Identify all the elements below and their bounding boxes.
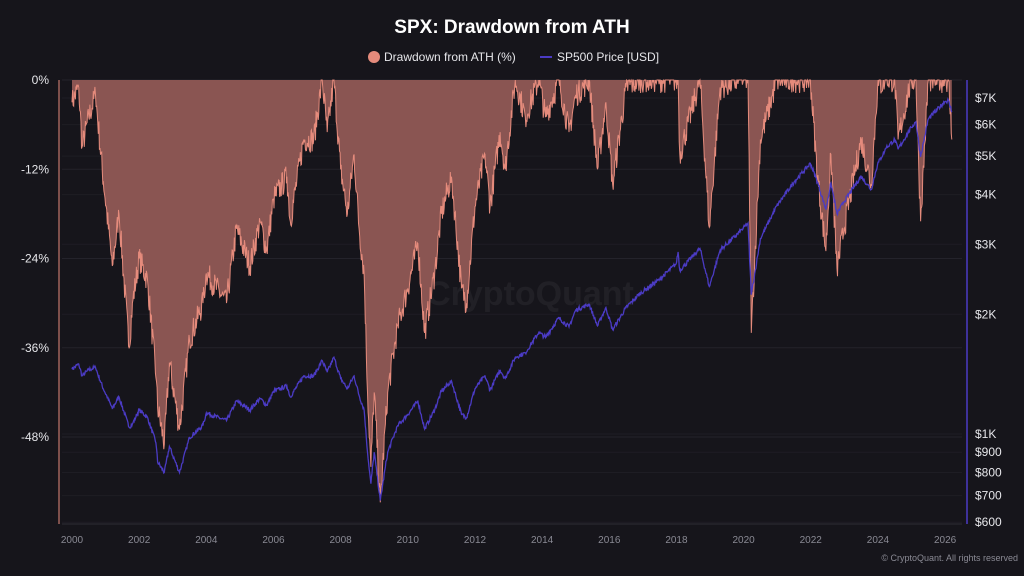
x-tick-label: 2000 xyxy=(61,535,84,546)
legend-price-label[interactable]: SP500 Price [USD] xyxy=(557,50,659,64)
y-right-tick-label: $900 xyxy=(975,445,1002,459)
y-right-tick-label: $4K xyxy=(975,188,996,202)
x-tick-label: 2002 xyxy=(128,535,151,546)
x-tick-label: 2008 xyxy=(330,535,353,546)
y-left-tick-label: -12% xyxy=(21,162,49,176)
credit-text: © CryptoQuant. All rights reserved xyxy=(881,553,1018,563)
drawdown-line xyxy=(71,78,953,503)
y-right-tick-label: $2K xyxy=(975,307,996,321)
x-tick-label: 2012 xyxy=(464,535,487,546)
x-tick-label: 2004 xyxy=(195,535,218,546)
x-tick-label: 2018 xyxy=(665,535,688,546)
y-left-tick-label: 0% xyxy=(32,73,50,87)
y-right-tick-label: $6K xyxy=(975,118,996,132)
x-tick-label: 2014 xyxy=(531,535,554,546)
chart-title: SPX: Drawdown from ATH xyxy=(394,17,629,38)
x-tick-label: 2006 xyxy=(262,535,285,546)
y-left-tick-label: -48% xyxy=(21,430,49,444)
legend-drawdown-marker[interactable] xyxy=(368,51,380,63)
x-tick-label: 2026 xyxy=(934,535,957,546)
y-left-tick-label: -24% xyxy=(21,252,49,266)
y-right-tick-label: $3K xyxy=(975,237,996,251)
x-tick-label: 2022 xyxy=(800,535,823,546)
y-right-tick-label: $7K xyxy=(975,91,996,105)
legend: Drawdown from ATH (%) SP500 Price [USD] xyxy=(368,50,659,64)
x-tick-label: 2020 xyxy=(732,535,755,546)
axis-ticks: 0% -12% -24% -36% -48% $7K $6K $5K $4K $3K $2K $1K $… xyxy=(21,73,1002,546)
y-right-tick-label: $600 xyxy=(975,515,1002,529)
y-right-tick-label: $700 xyxy=(975,489,1002,503)
y-right-tick-label: $800 xyxy=(975,466,1002,480)
x-tick-label: 2010 xyxy=(397,535,420,546)
y-right-tick-label: $5K xyxy=(975,149,996,163)
x-tick-label: 2016 xyxy=(598,535,621,546)
price-line xyxy=(71,97,953,501)
x-tick-label: 2024 xyxy=(867,535,890,546)
y-right-tick-label: $1K xyxy=(975,427,996,441)
legend-drawdown-label[interactable]: Drawdown from ATH (%) xyxy=(384,50,516,64)
drawdown-area xyxy=(72,80,952,503)
watermark: CryptoQuant xyxy=(426,275,634,313)
y-left-tick-label: -36% xyxy=(21,341,49,355)
